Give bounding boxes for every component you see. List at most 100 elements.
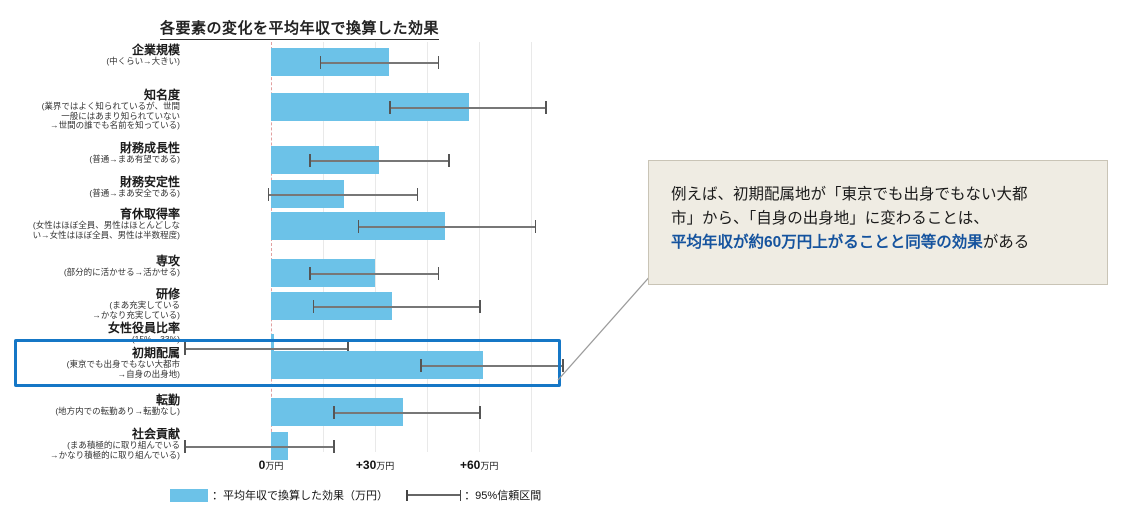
callout-line-1: 例えば、初期配属地が「東京でも出身でもない大都 — [671, 186, 1028, 203]
error-bar — [309, 160, 448, 162]
error-cap-low — [309, 154, 311, 167]
error-cap-high — [447, 154, 450, 167]
row-label-sub: (まあ積極的に取り組んでいる →かなり積極的に取り組んでいる) — [50, 440, 180, 460]
chart-row: 専攻 (部分的に活かせる→活かせる) — [0, 254, 600, 288]
x-axis-tick: +60万円 — [460, 458, 499, 472]
legend-error-label: ：95%信頼区間 — [464, 490, 542, 502]
page-title: 各要素の変化を平均年収で換算した効果 — [160, 17, 440, 40]
callout-line-2: 市」から、「自身の出身地」に変わることは、 — [671, 210, 989, 228]
error-cap-low — [267, 188, 270, 201]
error-cap-high — [333, 440, 336, 453]
row-label-9: 初期配属 (東京でも出身でもない大都市 →自身の出身地) — [0, 346, 180, 379]
gridline — [531, 42, 533, 452]
error-bar — [388, 107, 546, 109]
error-bar — [420, 365, 563, 367]
gridline — [479, 42, 481, 452]
chart-row: 財務成長性 (普通→まあ有望である) — [0, 141, 600, 175]
error-cap-high — [347, 342, 349, 355]
error-cap-high — [534, 220, 537, 233]
error-bar — [357, 226, 535, 228]
row-label-8: 女性役員比率 (15%→33%) — [0, 321, 180, 345]
row-label-7: 研修 (まあ充実している →かなり充実している) — [0, 287, 180, 320]
callout-accent-text: 平均年収が約60万円上がることと同等の効果 — [671, 234, 983, 252]
error-cap-low — [357, 220, 360, 233]
row-label-sub: (女性はほぼ全員、男性はほとんどしな い→女性はほぼ全員、男性は半数程度) — [32, 220, 180, 240]
error-cap-high — [479, 406, 481, 419]
x-axis-tick: +30万円 — [355, 458, 395, 472]
row-label-sub: (15%→33%) — [131, 334, 180, 345]
row-label-main: 社会貢献 — [131, 427, 180, 441]
gridline — [323, 42, 325, 452]
row-label-main: 知名度 — [143, 88, 180, 102]
row-label-6: 専攻 (部分的に活かせる→活かせる) — [0, 254, 180, 278]
callout-tail-text: がある — [982, 234, 1030, 252]
legend-bar-swatch — [170, 488, 208, 502]
row-label-5: 育休取得率 (女性はほぼ全員、男性はほとんどしな い→女性はほぼ全員、男性は半数程… — [0, 207, 180, 240]
zero-line — [271, 42, 273, 452]
row-label-main: 初期配属 — [131, 346, 180, 360]
callout-line-3: 平均年収が約60万円上がることと同等の効果がある — [671, 231, 1087, 255]
row-label-sub: (地方内での転勤あり→転勤なし) — [55, 406, 180, 417]
chart-row: 知名度 (業界ではよく知られているが、世間 一般にはあまり知られていない →世間の… — [0, 88, 600, 141]
chart-row: 初期配属 (東京でも出身でもない大都市 →自身の出身地) — [0, 346, 600, 393]
error-cap-high — [562, 359, 565, 372]
legend-error-symbol — [406, 489, 462, 501]
row-label-sub: (普通→まあ安全である) — [89, 188, 180, 199]
legend-bar-label: ：平均年収で換算した効果（万円） — [212, 490, 388, 502]
chart-gridlines — [0, 42, 600, 452]
error-cap-high — [437, 56, 440, 69]
row-label-main: 財務成長性 — [119, 141, 180, 155]
error-cap-low — [184, 440, 186, 453]
chart-plot-area: 企業規模 (中くらい→大きい) 知名度 (業界ではよく知られているが、世間 一般にはあ… — [0, 42, 600, 460]
error-bar — [184, 446, 334, 448]
chart-row: 女性役員比率 (15%→33%) — [0, 321, 600, 346]
chart-legend: ：平均年収で換算した効果（万円） ：95%信頼区間 — [170, 487, 559, 503]
row-label-main: 専攻 — [155, 254, 180, 268]
row-label-main: 財務安定性 — [119, 175, 180, 189]
gridline — [375, 42, 377, 452]
error-cap-low — [420, 359, 422, 372]
row-label-1: 企業規模 (中くらい→大きい) — [0, 43, 180, 67]
row-label-sub: (東京でも出身でもない大都市 →自身の出身地) — [66, 359, 180, 379]
x-axis-tick: 0万円 — [258, 458, 284, 472]
error-cap-high — [479, 300, 481, 313]
row-label-sub: (普通→まあ有望である) — [89, 154, 180, 165]
row-label-main: 女性役員比率 — [107, 321, 180, 335]
chart-row: 転勤 (地方内での転勤あり→転勤なし) — [0, 393, 600, 427]
callout-box: 例えば、初期配属地が「東京でも出身でもない大都 市」から、「自身の出身地」に変わ… — [648, 160, 1108, 285]
row-label-3: 財務成長性 (普通→まあ有望である) — [0, 141, 180, 165]
row-label-10: 転勤 (地方内での転勤あり→転勤なし) — [0, 393, 180, 417]
row-label-11: 社会貢献 (まあ積極的に取り組んでいる →かなり積極的に取り組んでいる) — [0, 427, 180, 460]
row-label-2: 知名度 (業界ではよく知られているが、世間 一般にはあまり知られていない →世間の… — [0, 88, 180, 131]
error-cap-low — [388, 101, 391, 114]
chart-row: 企業規模 (中くらい→大きい) — [0, 43, 600, 87]
error-cap-high — [416, 188, 419, 201]
error-cap-low — [312, 300, 315, 313]
row-label-sub: (業界ではよく知られているが、世間 一般にはあまり知られていない →世間の誰でも… — [41, 101, 180, 131]
error-bar — [312, 306, 480, 308]
error-cap-low — [309, 267, 311, 280]
error-cap-high — [545, 101, 547, 114]
chart-row: 財務安定性 (普通→まあ安全である) — [0, 175, 600, 207]
row-label-main: 育休取得率 — [119, 207, 180, 221]
row-label-main: 研修 — [155, 287, 180, 301]
error-bar — [333, 412, 480, 414]
chart-row: 社会貢献 (まあ積極的に取り組んでいる →かなり積極的に取り組んでいる) — [0, 427, 600, 472]
chart-row: 育休取得率 (女性はほぼ全員、男性はほとんどしな い→女性はほぼ全員、男性は半数程… — [0, 207, 600, 254]
error-cap-low — [333, 406, 336, 419]
row-label-main: 転勤 — [155, 393, 180, 407]
row-label-sub: (部分的に活かせる→活かせる) — [63, 267, 180, 278]
gridline — [427, 42, 429, 452]
error-bar — [184, 348, 348, 350]
error-cap-high — [437, 267, 440, 280]
error-bar — [319, 62, 438, 64]
callout-connector-line — [557, 273, 653, 381]
error-bar — [267, 194, 417, 196]
error-cap-low — [319, 56, 322, 69]
error-cap-low — [184, 342, 186, 355]
row-label-sub: (まあ充実している →かなり充実している) — [92, 300, 180, 320]
row-label-4: 財務安定性 (普通→まあ安全である) — [0, 175, 180, 199]
row-label-sub: (中くらい→大きい) — [106, 56, 180, 67]
chart-row: 研修 (まあ充実している →かなり充実している) — [0, 287, 600, 321]
error-bar — [309, 273, 438, 275]
